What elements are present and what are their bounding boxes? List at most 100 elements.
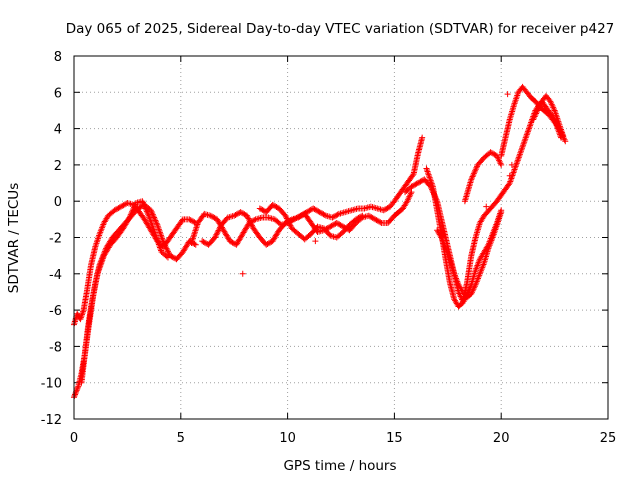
data-point bbox=[470, 170, 477, 177]
data-point bbox=[214, 228, 221, 235]
data-point bbox=[248, 221, 255, 228]
data-point bbox=[283, 215, 290, 222]
data-point bbox=[560, 132, 567, 139]
data-point bbox=[216, 224, 223, 231]
data-point bbox=[127, 213, 134, 220]
data-point bbox=[163, 253, 170, 260]
data-point bbox=[164, 254, 171, 261]
data-point bbox=[468, 176, 475, 183]
data-point bbox=[244, 212, 251, 219]
data-point bbox=[358, 213, 365, 220]
data-point bbox=[160, 239, 167, 246]
data-point bbox=[505, 181, 512, 188]
data-point bbox=[74, 386, 81, 393]
data-point bbox=[490, 150, 497, 157]
data-point bbox=[207, 212, 214, 219]
data-point bbox=[71, 392, 78, 399]
outlier-point bbox=[508, 161, 515, 168]
data-point bbox=[356, 214, 363, 221]
data-point bbox=[297, 213, 304, 220]
data-point bbox=[143, 208, 150, 215]
data-point bbox=[417, 178, 424, 185]
data-point bbox=[295, 214, 302, 221]
data-point bbox=[326, 224, 333, 231]
x-tick-label: 25 bbox=[600, 431, 617, 446]
x-tick-label: 15 bbox=[386, 431, 403, 446]
data-point bbox=[229, 239, 236, 246]
data-point bbox=[126, 214, 133, 221]
data-point bbox=[355, 214, 362, 221]
data-point bbox=[411, 182, 418, 189]
data-point bbox=[231, 212, 238, 219]
chart-title: Day 065 of 2025, Sidereal Day-to-day VTE… bbox=[66, 21, 615, 37]
data-point bbox=[335, 220, 342, 227]
data-point bbox=[282, 212, 289, 219]
data-point bbox=[164, 248, 171, 255]
data-point bbox=[330, 213, 337, 220]
data-point bbox=[368, 214, 375, 221]
x-tick-label: 20 bbox=[493, 431, 510, 446]
data-point bbox=[352, 216, 359, 223]
data-point bbox=[269, 201, 276, 208]
y-tick-label: 6 bbox=[54, 86, 62, 101]
data-point bbox=[139, 199, 146, 206]
data-point bbox=[332, 213, 339, 220]
data-points bbox=[71, 83, 569, 401]
data-point bbox=[384, 205, 391, 212]
data-point bbox=[372, 216, 379, 223]
data-point bbox=[310, 205, 317, 212]
data-point bbox=[131, 204, 138, 211]
data-point bbox=[320, 211, 327, 218]
data-point bbox=[249, 222, 255, 229]
data-point bbox=[334, 211, 341, 218]
data-point bbox=[264, 241, 271, 248]
data-point bbox=[472, 166, 479, 173]
data-point bbox=[471, 169, 478, 176]
data-point bbox=[319, 210, 326, 217]
data-point bbox=[331, 221, 338, 228]
data-point bbox=[498, 209, 505, 216]
data-point bbox=[488, 149, 495, 156]
data-point bbox=[377, 219, 384, 226]
data-point bbox=[470, 172, 477, 179]
y-axis-label: SDTVAR / TECUs bbox=[6, 183, 22, 293]
data-point bbox=[116, 204, 123, 211]
data-point bbox=[162, 244, 169, 251]
data-point bbox=[380, 207, 387, 214]
y-tick-label: 0 bbox=[54, 195, 62, 210]
data-point bbox=[329, 222, 336, 229]
outlier-point bbox=[239, 270, 246, 277]
data-point bbox=[130, 205, 137, 212]
data-point bbox=[412, 181, 419, 188]
data-point bbox=[376, 218, 383, 225]
data-point bbox=[408, 189, 415, 196]
data-point bbox=[125, 215, 132, 222]
data-point bbox=[211, 234, 218, 241]
data-point bbox=[267, 239, 274, 246]
y-tick-label: -2 bbox=[49, 232, 62, 247]
data-point bbox=[119, 202, 126, 209]
data-point bbox=[491, 151, 498, 158]
data-point bbox=[487, 149, 494, 156]
data-point bbox=[112, 206, 119, 213]
data-point bbox=[246, 216, 253, 223]
y-tick-label: -12 bbox=[41, 413, 62, 428]
data-point bbox=[129, 208, 136, 215]
data-point bbox=[237, 209, 244, 216]
data-point bbox=[247, 219, 254, 226]
outlier-point bbox=[504, 91, 511, 98]
data-point bbox=[73, 387, 80, 394]
data-point bbox=[74, 384, 81, 391]
data-point bbox=[235, 210, 242, 217]
data-point bbox=[419, 134, 426, 141]
data-point bbox=[270, 202, 277, 209]
data-point bbox=[316, 209, 323, 216]
data-point bbox=[321, 211, 328, 218]
data-point bbox=[187, 217, 194, 224]
data-point bbox=[244, 214, 251, 221]
data-point bbox=[315, 208, 322, 215]
data-point bbox=[238, 209, 245, 216]
data-point bbox=[285, 218, 292, 225]
data-point bbox=[246, 218, 253, 225]
tick-labels: 0 5 10 15 20 25 -12 -10 -8 -6 -4 -2 0 2 4 6 8 bbox=[41, 50, 617, 446]
